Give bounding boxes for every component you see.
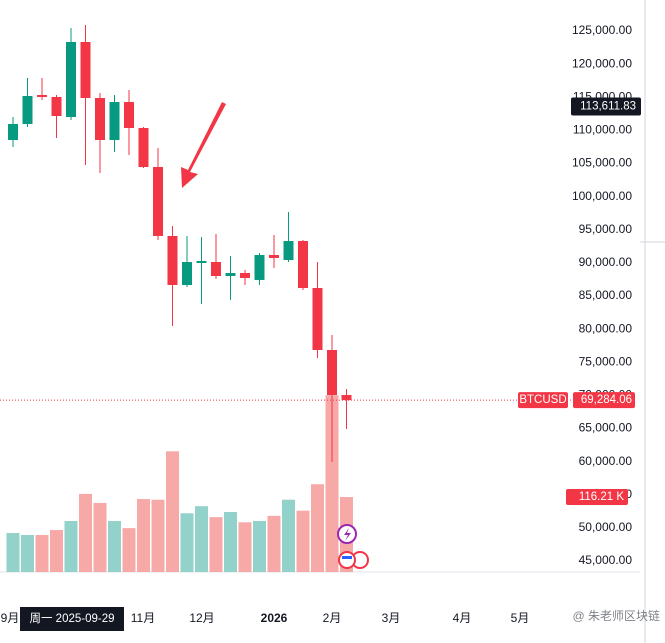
candle-body bbox=[254, 254, 265, 280]
volume-bar bbox=[325, 395, 339, 572]
candle-body bbox=[225, 273, 236, 276]
candle-body bbox=[109, 102, 120, 140]
volume-bar bbox=[35, 535, 49, 572]
volume-bar bbox=[50, 530, 63, 572]
y-tick-label: 80,000.00 bbox=[579, 321, 633, 335]
candle-body bbox=[283, 241, 294, 261]
x-tick-label: 3月 bbox=[382, 611, 401, 625]
volume-bar bbox=[6, 533, 20, 572]
y-tick-label: 110,000.00 bbox=[573, 123, 632, 137]
event-icon-bolt bbox=[344, 528, 351, 541]
crosshair-date: 周一 2025-09-29 bbox=[29, 612, 114, 625]
volume-bar bbox=[224, 511, 237, 572]
candle-body bbox=[37, 95, 47, 97]
crosshair-date-bg bbox=[20, 607, 124, 631]
volume-bar bbox=[151, 499, 165, 572]
y-tick-label: 65,000.00 bbox=[579, 421, 633, 435]
y-tick-label: 100,000.00 bbox=[572, 189, 632, 203]
y-tick-label: 50,000.00 bbox=[579, 520, 633, 534]
marker-tag bbox=[571, 97, 641, 116]
volume-bar bbox=[108, 521, 121, 572]
candle-body bbox=[138, 127, 149, 168]
symbol-tag bbox=[518, 392, 568, 409]
volume-bar bbox=[79, 493, 92, 572]
arrow-annotation bbox=[181, 102, 226, 188]
volume-bar bbox=[137, 499, 150, 572]
x-tick-label: 2月 bbox=[323, 611, 342, 625]
candle-body bbox=[211, 262, 221, 276]
volume-bar bbox=[64, 521, 78, 572]
candle-body bbox=[240, 273, 250, 278]
flag-stripe bbox=[342, 556, 352, 559]
candle-body bbox=[51, 96, 62, 117]
x-tick-label: 5月 bbox=[511, 611, 530, 625]
x-tick-label: 11月 bbox=[131, 611, 155, 625]
volume-bar bbox=[238, 522, 252, 572]
volume-bar bbox=[209, 517, 223, 572]
volume-label: 116.21 K bbox=[579, 491, 625, 503]
y-tick-label: 90,000.00 bbox=[579, 255, 633, 269]
candle-body bbox=[124, 102, 134, 128]
candle-body bbox=[269, 254, 279, 258]
y-tick-label: 120,000.00 bbox=[572, 56, 632, 70]
price-marker-label: 113,611.83 bbox=[580, 100, 636, 112]
candle-body bbox=[8, 124, 18, 140]
x-tick-label: 4月 bbox=[453, 611, 472, 625]
symbol-label: BTCUSD bbox=[519, 394, 566, 406]
last-price-label: 69,284.06 bbox=[581, 394, 632, 406]
volume-bar bbox=[296, 510, 310, 572]
candle-body bbox=[167, 235, 178, 286]
candle-body bbox=[327, 349, 337, 395]
candle-body bbox=[312, 287, 323, 350]
y-tick-label: 105,000.00 bbox=[572, 156, 632, 170]
watermark: @ 朱老师区块链 bbox=[572, 608, 660, 623]
candle-body bbox=[95, 97, 105, 140]
y-tick-label: 45,000.00 bbox=[579, 553, 633, 567]
candle-body bbox=[22, 95, 33, 125]
x-tick-label: 2026 bbox=[261, 611, 288, 625]
candle-body bbox=[66, 42, 76, 117]
candle-body bbox=[153, 167, 163, 236]
y-tick-label: 60,000.00 bbox=[579, 454, 633, 468]
volume-bar bbox=[21, 535, 34, 572]
volume-tag bbox=[566, 488, 628, 505]
candle-body bbox=[182, 262, 192, 286]
candle-body bbox=[80, 42, 91, 98]
volume-bar bbox=[180, 513, 194, 572]
flag-icon bbox=[338, 551, 356, 569]
y-tick-label: 95,000.00 bbox=[579, 222, 633, 236]
y-tick-label: 125,000.00 bbox=[572, 23, 632, 37]
volume-bar bbox=[282, 499, 295, 572]
volume-bar bbox=[253, 521, 266, 572]
candle-body bbox=[298, 241, 308, 288]
volume-bar bbox=[195, 506, 208, 572]
x-tick-label: 12月 bbox=[189, 611, 214, 625]
volume-bar bbox=[267, 515, 281, 572]
y-tick-label: 85,000.00 bbox=[579, 288, 633, 302]
x-tick-label: 9月 bbox=[1, 611, 20, 625]
price-tag bbox=[573, 392, 635, 409]
y-tick-label: 75,000.00 bbox=[579, 354, 633, 368]
volume-bar bbox=[122, 528, 136, 572]
candle-body bbox=[196, 261, 207, 264]
volume-bar bbox=[93, 502, 107, 572]
volume-bar bbox=[166, 451, 179, 572]
volume-bar bbox=[311, 484, 324, 572]
candle-body bbox=[341, 394, 352, 401]
